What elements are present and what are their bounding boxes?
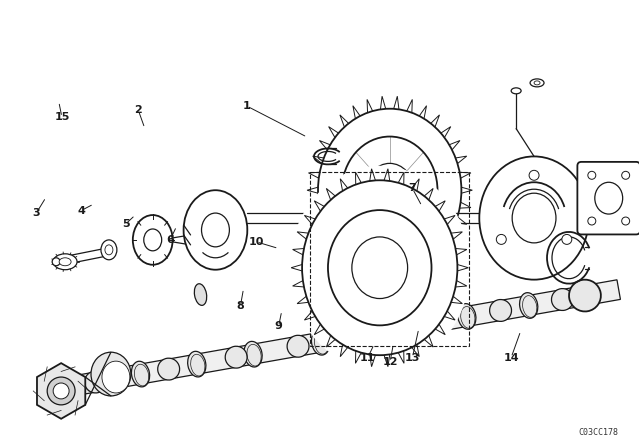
Text: 14: 14: [503, 353, 519, 362]
Text: 1: 1: [243, 101, 251, 111]
Ellipse shape: [530, 79, 544, 87]
Circle shape: [47, 377, 75, 405]
Ellipse shape: [195, 284, 207, 306]
Ellipse shape: [105, 245, 113, 255]
Ellipse shape: [102, 361, 130, 393]
Ellipse shape: [287, 335, 309, 357]
Text: 9: 9: [275, 321, 282, 332]
Bar: [310, 172, 469, 346]
Circle shape: [529, 170, 539, 180]
Ellipse shape: [157, 358, 180, 380]
Ellipse shape: [595, 182, 623, 214]
Ellipse shape: [91, 352, 131, 396]
Ellipse shape: [59, 258, 71, 266]
Polygon shape: [37, 363, 85, 419]
Ellipse shape: [490, 300, 511, 321]
Ellipse shape: [225, 346, 247, 368]
Ellipse shape: [342, 137, 438, 244]
Circle shape: [588, 171, 596, 179]
Text: C03CC178: C03CC178: [579, 428, 619, 437]
Ellipse shape: [385, 317, 403, 342]
Ellipse shape: [133, 215, 173, 265]
Circle shape: [53, 383, 69, 399]
Circle shape: [52, 258, 60, 266]
Ellipse shape: [202, 213, 229, 247]
Text: 7: 7: [408, 183, 416, 194]
Ellipse shape: [360, 323, 382, 344]
Ellipse shape: [569, 280, 601, 311]
Ellipse shape: [511, 88, 521, 94]
Circle shape: [621, 217, 630, 225]
Ellipse shape: [520, 293, 538, 319]
Text: 4: 4: [77, 206, 85, 215]
Text: 11: 11: [360, 353, 376, 362]
Text: 2: 2: [134, 105, 142, 116]
Ellipse shape: [479, 156, 589, 280]
Ellipse shape: [131, 361, 150, 387]
Text: 10: 10: [248, 237, 264, 247]
Text: 3: 3: [33, 208, 40, 218]
Circle shape: [621, 171, 630, 179]
Ellipse shape: [328, 210, 431, 325]
Ellipse shape: [512, 193, 556, 243]
Ellipse shape: [458, 304, 476, 329]
Text: 12: 12: [382, 357, 398, 367]
Text: 5: 5: [122, 219, 129, 229]
Ellipse shape: [552, 289, 573, 310]
Ellipse shape: [352, 237, 408, 298]
Ellipse shape: [534, 81, 540, 85]
Ellipse shape: [312, 329, 330, 355]
Ellipse shape: [244, 341, 262, 367]
Circle shape: [588, 217, 596, 225]
Ellipse shape: [306, 95, 474, 286]
Ellipse shape: [84, 371, 106, 393]
Text: 6: 6: [166, 235, 174, 245]
Ellipse shape: [428, 310, 450, 332]
Ellipse shape: [188, 351, 206, 377]
Ellipse shape: [290, 166, 469, 369]
Ellipse shape: [184, 190, 247, 270]
Ellipse shape: [366, 164, 413, 217]
Ellipse shape: [53, 254, 77, 270]
Circle shape: [562, 234, 572, 244]
Circle shape: [497, 234, 506, 244]
Ellipse shape: [144, 229, 162, 251]
Ellipse shape: [101, 240, 117, 260]
Text: 15: 15: [54, 112, 70, 122]
Text: 13: 13: [404, 353, 420, 362]
Text: 8: 8: [236, 302, 244, 311]
Polygon shape: [54, 280, 620, 399]
FancyBboxPatch shape: [577, 162, 640, 234]
